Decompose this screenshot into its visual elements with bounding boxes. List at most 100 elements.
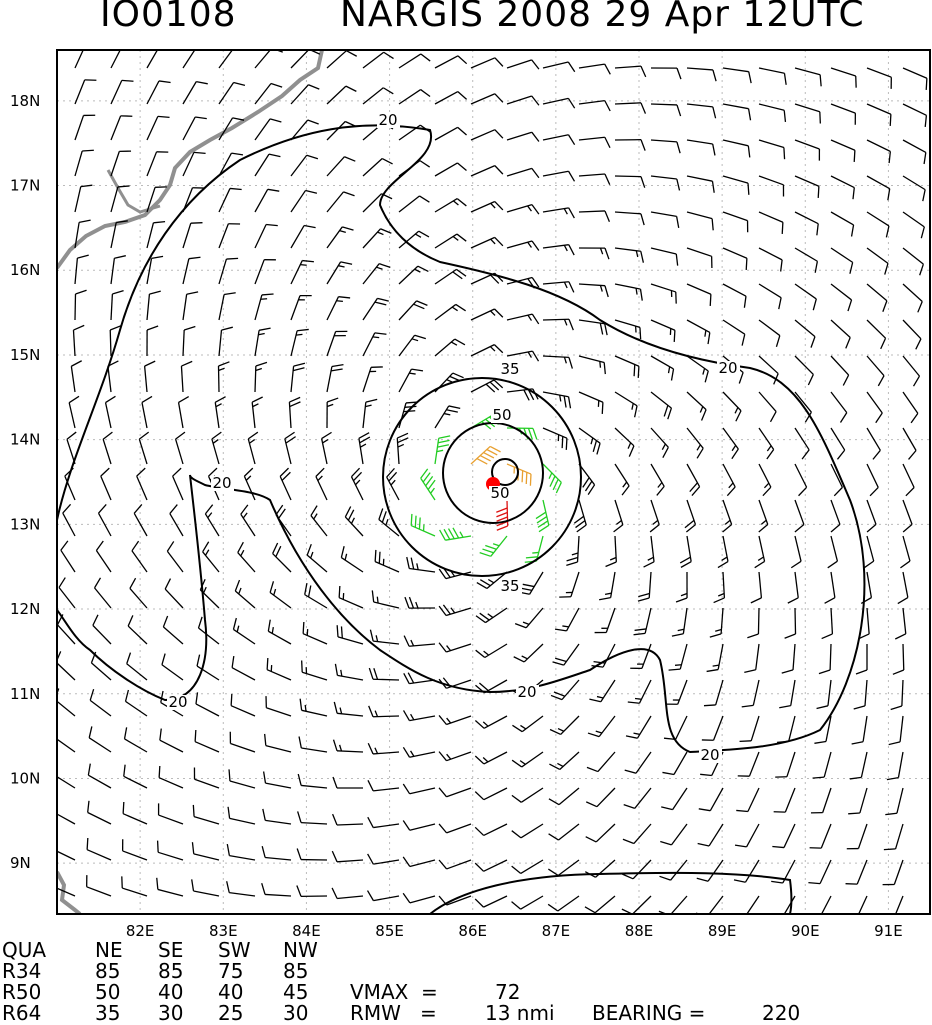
wind-barb — [57, 651, 76, 681]
storm-id-title: IO0108 — [100, 0, 237, 35]
wind-barb — [614, 391, 638, 418]
wind-barb — [254, 50, 283, 69]
wind-barb — [320, 431, 332, 465]
wind-barb — [787, 571, 799, 604]
lat-tick-label: 14N — [10, 431, 40, 449]
wind-barb — [261, 883, 292, 897]
wind-barb — [218, 292, 236, 321]
wind-barb — [434, 198, 467, 213]
wind-barb — [548, 787, 580, 806]
coastline-srilanka — [57, 871, 82, 914]
wind-barb — [511, 859, 544, 875]
wind-barb — [794, 283, 817, 311]
wind-barb — [542, 61, 576, 73]
lat-tick-label: 11N — [10, 685, 40, 703]
wind-barb — [506, 131, 540, 142]
wind-barb — [326, 261, 353, 285]
wind-barb — [217, 361, 230, 393]
wind-barb — [100, 467, 112, 501]
wind-barb — [331, 813, 364, 826]
wind-barb — [362, 157, 393, 177]
wind-barb — [830, 319, 851, 349]
wind-barb — [182, 116, 207, 141]
wind-barb — [439, 527, 472, 541]
wind-barb — [403, 635, 436, 647]
wind-barb — [227, 806, 256, 825]
wind-barb — [621, 895, 652, 914]
wind-barb — [866, 175, 891, 201]
wind-barb — [794, 247, 819, 273]
wind-barb — [784, 607, 797, 639]
wind-barb — [211, 431, 222, 465]
coastline-india — [57, 50, 324, 270]
wind-barb — [247, 431, 259, 465]
contour-label-bg — [377, 113, 400, 128]
wind-barb — [398, 53, 431, 69]
wind-barb — [810, 787, 832, 814]
wind-barb — [706, 643, 724, 673]
wind-barb — [686, 427, 704, 459]
wind-barb — [146, 220, 166, 249]
wind-barb — [722, 499, 733, 533]
wind-barb — [830, 427, 846, 460]
wind-barb — [226, 881, 256, 897]
wind-barb — [722, 103, 752, 121]
wind-barb — [890, 679, 904, 711]
wind-barb — [637, 571, 652, 602]
wind-barb — [650, 103, 682, 117]
wind-barb — [434, 303, 466, 321]
wind-barb — [110, 79, 134, 105]
wind-barb — [369, 629, 400, 645]
wind-barb — [398, 334, 427, 357]
contour-label: 20 — [168, 693, 187, 711]
wind-barb — [698, 787, 724, 812]
wind-barb — [146, 115, 170, 141]
wind-barb — [74, 289, 87, 321]
lat-tick-label: 18N — [10, 92, 40, 110]
wind-barb — [398, 265, 429, 285]
wind-barb — [156, 840, 184, 861]
wind-barb — [474, 751, 508, 765]
wind-barb — [438, 787, 472, 798]
wind-barb — [470, 57, 504, 69]
wind-barb — [264, 733, 292, 753]
wind-barb — [304, 583, 328, 609]
wind-barb — [254, 293, 274, 321]
wind-barb — [812, 751, 832, 779]
wind-barb — [627, 679, 652, 704]
wind-barb — [722, 427, 739, 460]
wind-barb — [578, 136, 611, 149]
wind-barb — [475, 643, 508, 659]
wind-barb — [894, 607, 907, 640]
wind-barb — [254, 118, 282, 141]
wind-barb — [622, 859, 652, 880]
wind-barb — [614, 283, 643, 301]
wind-barb — [326, 85, 357, 105]
wind-barb — [902, 103, 928, 128]
wind-barb — [855, 643, 868, 675]
wind-barb — [302, 621, 328, 645]
wind-barb — [587, 715, 616, 738]
contour-label-bg — [516, 685, 539, 700]
wind-barb — [358, 432, 371, 465]
wind-barb — [586, 751, 616, 773]
wind-barb — [338, 585, 364, 609]
wind-barb — [741, 679, 760, 708]
longitude-labels: 82E 83E 84E 85E 86E 87E 88E 89E 90E 91E — [126, 922, 903, 940]
stats-value: 25 — [218, 1001, 244, 1025]
wind-barb — [333, 701, 364, 717]
wind-barb — [157, 803, 184, 825]
coastline-india-inlet — [106, 169, 161, 214]
wind-barb — [578, 173, 611, 185]
wind-barb — [650, 319, 676, 342]
wind-barb — [296, 848, 328, 861]
wind-barb — [158, 765, 184, 789]
wind-barb — [866, 427, 881, 460]
wind-barb — [578, 63, 611, 75]
wind-barb — [88, 726, 112, 753]
wind-barb — [902, 355, 921, 387]
wind-barb — [191, 842, 220, 861]
wind-barb — [143, 360, 156, 393]
wind-barb — [830, 139, 856, 162]
wind-barb — [821, 607, 834, 640]
